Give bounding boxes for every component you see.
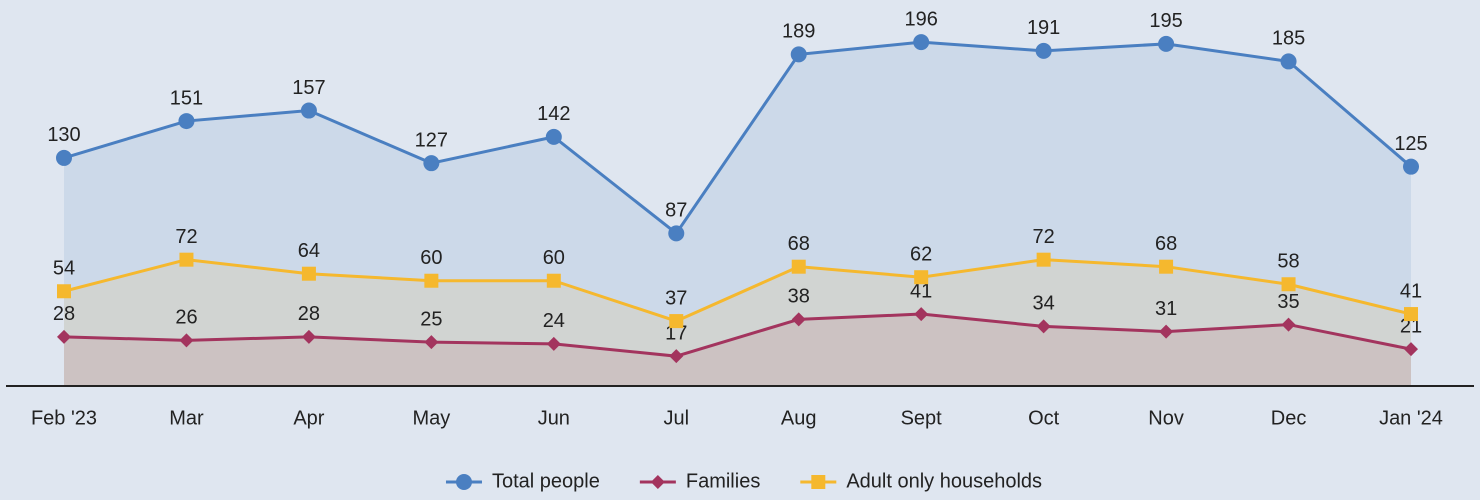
marker [179, 252, 194, 267]
data-label: 68 [1155, 233, 1177, 255]
legend-marker [811, 475, 826, 489]
marker [913, 34, 930, 51]
line [63, 40, 1412, 236]
x-tick-label: Nov [1148, 407, 1184, 429]
data-label: 25 [420, 308, 442, 330]
data-label: 185 [1272, 28, 1305, 50]
marker [1404, 342, 1418, 357]
marker [1281, 277, 1296, 292]
line [63, 258, 1412, 323]
legend-label: Adult only households [846, 470, 1042, 492]
marker [300, 102, 317, 119]
data-label: 35 [1277, 291, 1299, 313]
marker [1036, 252, 1051, 267]
marker [1036, 319, 1051, 334]
data-label: 195 [1149, 10, 1182, 32]
marker [1159, 259, 1174, 274]
marker [668, 225, 685, 242]
data-label: 151 [170, 87, 203, 109]
x-tick-label: Aug [781, 407, 817, 429]
x-tick-label: Jul [663, 407, 689, 429]
marker [1404, 307, 1418, 322]
data-label: 62 [910, 243, 932, 265]
data-label: 127 [415, 129, 448, 151]
marker [57, 284, 71, 299]
marker [301, 266, 316, 281]
x-tick-label: Feb '23 [31, 407, 97, 429]
data-label: 38 [788, 286, 810, 308]
legend-marker [455, 474, 472, 490]
marker [791, 259, 806, 274]
marker [669, 314, 684, 329]
marker [1035, 42, 1052, 59]
data-label: 31 [1155, 298, 1177, 320]
marker [423, 155, 440, 172]
data-label: 72 [175, 226, 197, 248]
marker [914, 270, 929, 285]
area [64, 259, 1411, 386]
marker [1280, 53, 1297, 70]
marker [790, 46, 807, 63]
marker [424, 273, 439, 288]
data-label: 191 [1027, 17, 1060, 39]
data-label: 72 [1033, 226, 1055, 248]
data-label: 37 [665, 287, 687, 309]
data-label: 41 [1400, 280, 1422, 302]
marker [791, 312, 806, 327]
data-label: 87 [665, 200, 687, 222]
data-label: 58 [1277, 251, 1299, 273]
x-tick-label: Dec [1271, 407, 1307, 429]
data-label: 68 [788, 233, 810, 255]
marker [546, 273, 561, 288]
x-tick-label: Jan '24 [1379, 407, 1443, 429]
data-label: 54 [53, 258, 75, 280]
marker [914, 307, 929, 322]
data-label: 26 [175, 307, 197, 329]
data-label: 125 [1394, 133, 1427, 155]
legend-marker [650, 475, 665, 489]
x-tick-label: Oct [1028, 407, 1060, 429]
legend: Total people Families Adult only household… [445, 470, 1042, 492]
data-label: 34 [1033, 293, 1055, 315]
marker [56, 149, 72, 166]
marker [57, 329, 71, 344]
data-label: 157 [292, 77, 325, 99]
marker [1159, 324, 1174, 339]
marker [178, 113, 195, 130]
marker [179, 333, 194, 348]
data-label: 60 [543, 247, 565, 269]
marker [546, 336, 561, 351]
data-label: 130 [47, 124, 80, 146]
x-tick-label: May [412, 407, 450, 429]
data-label: 64 [298, 240, 320, 262]
data-label: 196 [904, 8, 937, 30]
legend-label: Families [686, 470, 760, 492]
area [64, 314, 1411, 386]
marker [424, 335, 439, 350]
marker [545, 128, 562, 145]
marker [1281, 317, 1296, 332]
data-label: 142 [537, 103, 570, 125]
legend-label: Total people [492, 470, 600, 492]
x-tick-label: Mar [169, 407, 204, 429]
data-label: 28 [298, 303, 320, 325]
area [64, 42, 1411, 386]
data-label: 28 [53, 303, 75, 325]
x-tick-label: Apr [293, 407, 324, 429]
data-label: 41 [910, 280, 932, 302]
marker [1158, 35, 1175, 52]
data-label: 24 [543, 310, 565, 332]
x-tick-label: Jun [538, 407, 570, 429]
data-label: 189 [782, 21, 815, 43]
marker [669, 349, 684, 364]
marker [1403, 158, 1419, 175]
line [63, 312, 1412, 358]
data-label: 60 [420, 247, 442, 269]
x-tick-label: Sept [901, 407, 943, 429]
marker [301, 329, 316, 344]
